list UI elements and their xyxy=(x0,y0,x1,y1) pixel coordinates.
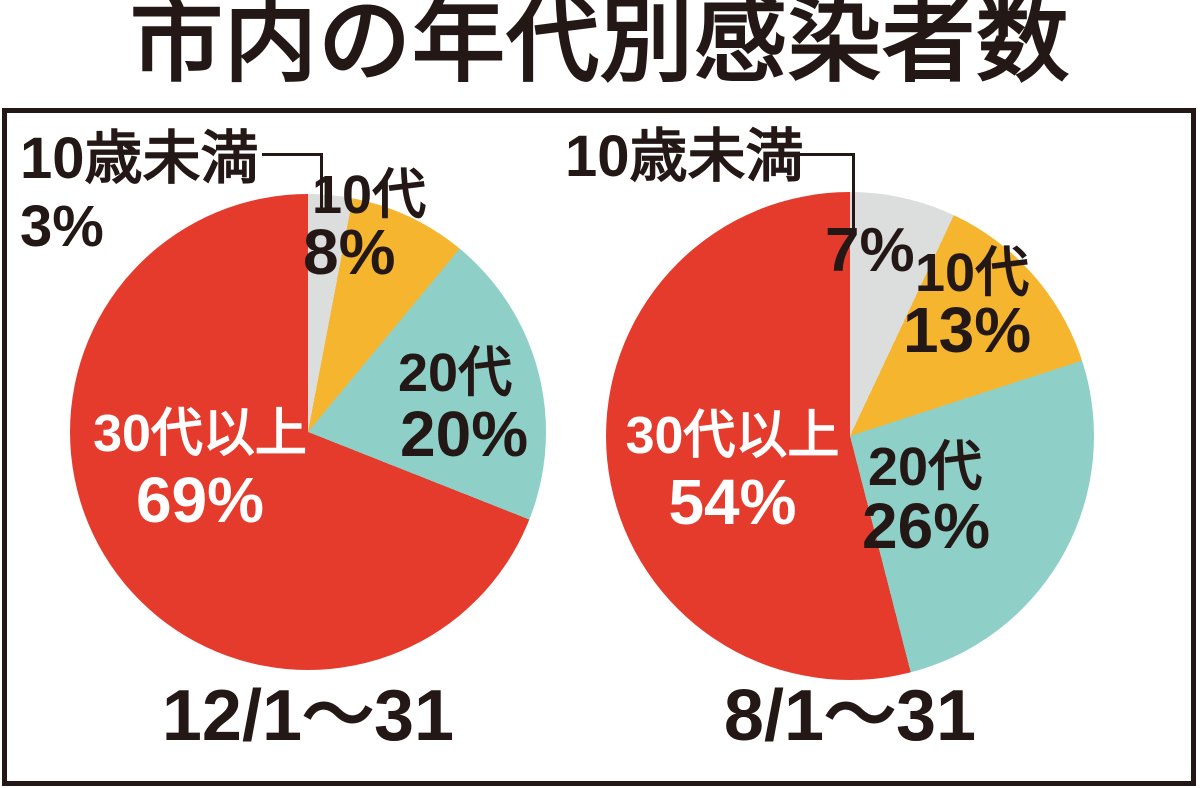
dec-under10-callout-line xyxy=(262,153,323,210)
dec-over30-value: 69% xyxy=(135,464,265,536)
aug-teens-label: 10代 xyxy=(915,243,1030,303)
pie-chart-december xyxy=(70,194,546,670)
dec-teens-label: 10代 xyxy=(312,165,427,225)
dec-twenties-label: 20代 xyxy=(398,343,513,403)
dec-teens-value: 8% xyxy=(303,216,396,288)
page-title: 市内の年代別感染者数 xyxy=(130,0,1070,93)
dec-under10-value: 3% xyxy=(20,194,104,259)
aug-period-caption: 8/1～31 xyxy=(723,676,977,756)
aug-teens-value: 13% xyxy=(903,294,1032,366)
dec-under10-label: 10歳未満 xyxy=(20,126,259,191)
aug-under10-value: 7% xyxy=(825,216,915,285)
aug-twenties-label: 20代 xyxy=(868,437,983,497)
aug-over30-label: 30代以上 xyxy=(625,407,840,465)
dec-period-caption: 12/1～31 xyxy=(161,676,455,756)
dec-over30-label: 30代以上 xyxy=(93,405,307,463)
chart-frame xyxy=(2,108,1196,786)
aug-under10-label: 10歳未満 xyxy=(565,124,804,189)
aug-twenties-value: 26% xyxy=(862,490,991,562)
aug-over30-value: 54% xyxy=(668,466,797,538)
dec-twenties-value: 20% xyxy=(400,398,529,470)
aug-under10-callout-line xyxy=(773,153,855,228)
pie-chart-august xyxy=(606,192,1094,680)
